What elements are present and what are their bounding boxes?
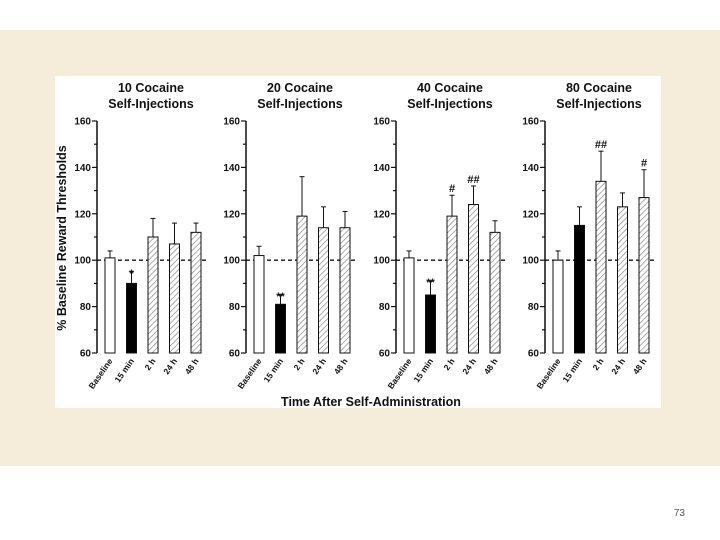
- category-label: 2 h: [142, 356, 157, 372]
- category-label: 48 h: [183, 356, 201, 376]
- x-axis-title: Time After Self-Administration: [281, 395, 461, 408]
- panel-3: 40 Cocaine Self-Injections 60 80 100 120 140 16…: [373, 81, 508, 391]
- category-label: Baseline: [235, 356, 263, 391]
- y-tick-label: 160: [373, 117, 390, 128]
- significance-marker: *: [129, 268, 134, 280]
- bar: [275, 303, 286, 354]
- category-label: 24 h: [460, 356, 478, 376]
- category-label: 48 h: [631, 356, 649, 376]
- bar: [104, 257, 116, 354]
- category-label: 24 h: [609, 356, 627, 376]
- category-label: 24 h: [310, 356, 328, 376]
- y-tick-label: 160: [74, 117, 91, 128]
- y-tick-label: 60: [528, 349, 540, 360]
- significance-marker: ##: [595, 139, 607, 151]
- category-label: 24 h: [161, 356, 179, 376]
- y-tick-label: 100: [223, 256, 240, 267]
- figure-panel: % Baseline Reward Thresholds Time After …: [55, 76, 661, 408]
- bar: [147, 236, 159, 354]
- category-label: 2 h: [441, 356, 456, 372]
- y-tick-label: 80: [528, 302, 540, 313]
- y-tick-label: 100: [522, 256, 539, 267]
- bar: [425, 294, 436, 354]
- category-label: 2 h: [291, 356, 306, 372]
- significance-marker: **: [276, 291, 285, 303]
- panel-1: 10 Cocaine Self-Injections 60 80 100 120 140 16…: [74, 81, 209, 391]
- category-label: 15 min: [261, 356, 285, 384]
- y-tick-label: 120: [223, 209, 240, 220]
- bar: [574, 224, 585, 354]
- bar-chart-figure: % Baseline Reward Thresholds Time After …: [55, 81, 657, 408]
- significance-marker: **: [426, 277, 435, 289]
- bar: [468, 204, 479, 354]
- category-label: Baseline: [385, 356, 413, 391]
- bar: [169, 243, 180, 354]
- bar: [446, 215, 458, 354]
- category-label: Baseline: [86, 356, 114, 391]
- y-tick-label: 120: [373, 209, 390, 220]
- y-tick-label: 120: [74, 209, 91, 220]
- y-tick-label: 140: [522, 163, 539, 174]
- y-tick-label: 80: [229, 302, 241, 313]
- bar: [253, 255, 265, 354]
- category-label: Baseline: [534, 356, 562, 391]
- y-tick-label: 140: [74, 163, 91, 174]
- bar: [489, 231, 501, 354]
- y-tick-label: 100: [74, 256, 91, 267]
- bar: [318, 227, 329, 354]
- y-axis-title: % Baseline Reward Thresholds: [55, 145, 69, 331]
- panel-4: 80 Cocaine Self-Injections 60 80 100 120 140 16…: [522, 81, 657, 391]
- category-label: 15 min: [112, 356, 136, 384]
- bar: [126, 282, 137, 354]
- panel-title-line: Self-Injections: [407, 97, 492, 111]
- y-tick-label: 80: [379, 302, 391, 313]
- y-tick-label: 100: [373, 256, 390, 267]
- bar: [403, 257, 415, 354]
- bar: [339, 227, 351, 354]
- y-tick-label: 80: [80, 302, 92, 313]
- category-label: 15 min: [411, 356, 435, 384]
- panel-title-line: 80 Cocaine: [566, 81, 632, 95]
- y-tick-label: 160: [223, 117, 240, 128]
- panel-title-line: 40 Cocaine: [417, 81, 483, 95]
- y-tick-label: 60: [80, 349, 92, 360]
- bar: [595, 180, 607, 354]
- bar: [552, 259, 564, 354]
- category-label: 48 h: [332, 356, 350, 376]
- significance-marker: #: [641, 158, 647, 170]
- page-number: 73: [673, 508, 685, 519]
- y-tick-label: 140: [223, 163, 240, 174]
- category-label: 2 h: [590, 356, 605, 372]
- panel-title-line: 10 Cocaine: [118, 81, 184, 95]
- panel-title-line: 20 Cocaine: [267, 81, 333, 95]
- bar: [617, 206, 628, 354]
- category-label: 15 min: [560, 356, 584, 384]
- y-tick-label: 60: [229, 349, 241, 360]
- bar: [190, 231, 202, 354]
- y-tick-label: 160: [522, 117, 539, 128]
- category-label: 48 h: [482, 356, 500, 376]
- panel-2: 20 Cocaine Self-Injections 60 80 100 120 140 16…: [223, 81, 358, 391]
- y-tick-label: 60: [379, 349, 391, 360]
- panel-title-line: Self-Injections: [108, 97, 193, 111]
- y-tick-label: 120: [522, 209, 539, 220]
- panel-title-line: Self-Injections: [257, 97, 342, 111]
- bar: [638, 197, 650, 354]
- panel-title-line: Self-Injections: [556, 97, 641, 111]
- bar: [296, 215, 308, 354]
- significance-marker: #: [449, 183, 455, 195]
- y-tick-label: 140: [373, 163, 390, 174]
- significance-marker: ##: [467, 174, 479, 186]
